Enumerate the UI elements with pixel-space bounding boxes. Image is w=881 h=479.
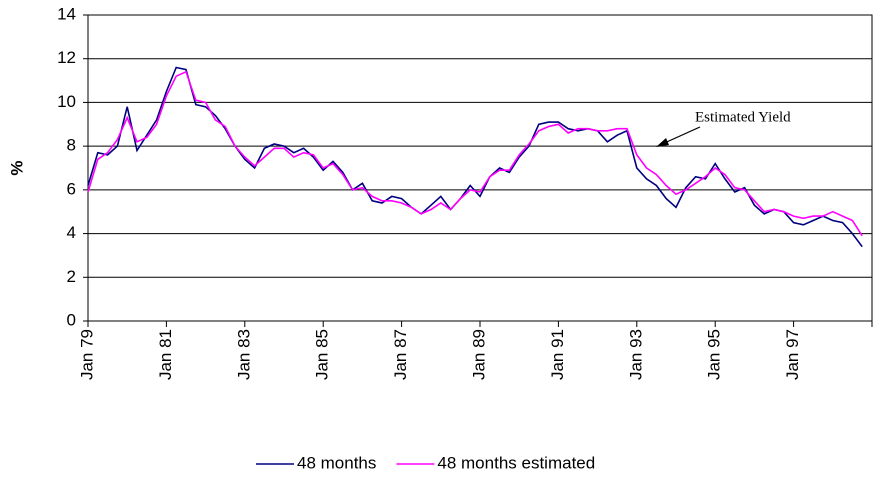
annotation: Estimated Yield — [695, 109, 791, 125]
x-tick-label: Jan 91 — [548, 329, 567, 380]
x-tick-label: Jan 85 — [313, 329, 332, 380]
y-tick-label: 4 — [67, 223, 76, 242]
legend-label: 48 months estimated — [437, 453, 595, 472]
series-line — [87, 70, 863, 237]
y-tick-label: 14 — [57, 4, 76, 23]
series-line — [87, 66, 863, 248]
legend-label: 48 months — [297, 453, 376, 472]
annotation-arrowhead — [656, 138, 669, 147]
x-tick-label: Jan 89 — [469, 329, 488, 380]
x-tick-label: Jan 93 — [626, 329, 645, 380]
y-tick-label: 8 — [67, 136, 76, 155]
y-axis-label: % — [7, 160, 26, 175]
y-tick-label: 10 — [57, 92, 76, 111]
y-tick-label: 12 — [57, 48, 76, 67]
plot-border — [87, 14, 873, 322]
x-tick-label: Jan 81 — [156, 329, 175, 380]
y-tick-label: 6 — [67, 179, 76, 198]
x-tick-label: Jan 79 — [77, 329, 96, 380]
x-tick-label: Jan 97 — [783, 329, 802, 380]
y-tick-label: 2 — [67, 267, 76, 286]
x-tick-label: Jan 87 — [391, 329, 410, 380]
y-tick-label: 0 — [67, 310, 76, 329]
x-tick-label: Jan 95 — [705, 329, 724, 380]
x-tick-label: Jan 83 — [234, 329, 253, 380]
